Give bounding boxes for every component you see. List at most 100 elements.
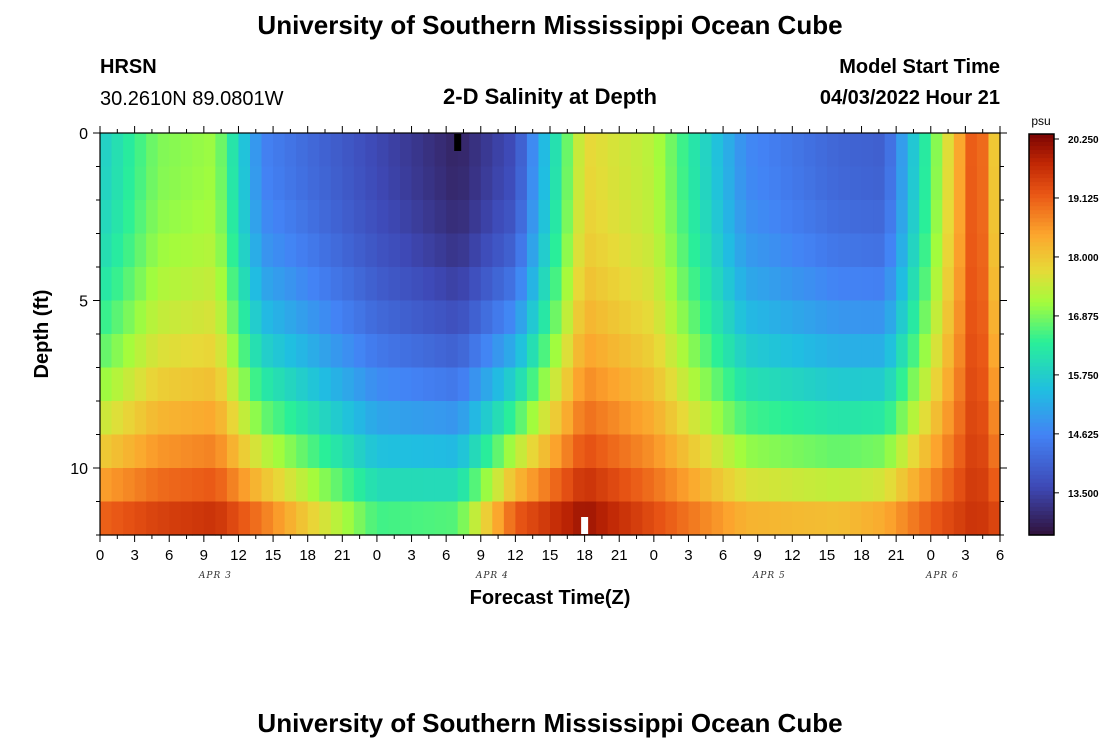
heatmap-cell bbox=[757, 267, 770, 302]
heatmap-cell bbox=[353, 401, 366, 436]
heatmap-cell bbox=[538, 401, 551, 436]
heatmap-cell bbox=[907, 300, 920, 335]
heatmap-cell bbox=[792, 166, 805, 201]
heatmap-cell bbox=[792, 334, 805, 369]
heatmap-cell bbox=[850, 367, 863, 402]
heatmap-cell bbox=[515, 133, 528, 168]
heatmap-cell bbox=[619, 501, 632, 536]
heatmap-cell bbox=[700, 233, 713, 268]
heatmap-cell bbox=[376, 200, 390, 235]
heatmap-cell bbox=[988, 501, 1001, 536]
colorbar-segment bbox=[1029, 194, 1054, 199]
heatmap-cell bbox=[896, 166, 909, 201]
heatmap-cell bbox=[238, 300, 251, 335]
heatmap-cell bbox=[757, 166, 770, 201]
heatmap-cell bbox=[157, 267, 170, 302]
heatmap-cell bbox=[630, 233, 643, 268]
colorbar-segment bbox=[1029, 386, 1054, 392]
heatmap-cell bbox=[976, 501, 990, 536]
heatmap-cell bbox=[711, 233, 724, 268]
heatmap-cell bbox=[203, 133, 216, 168]
heatmap-cell bbox=[203, 233, 216, 268]
heatmap-cell bbox=[711, 200, 724, 235]
heatmap-cell bbox=[515, 434, 528, 469]
heatmap-cell bbox=[296, 501, 309, 536]
heatmap-cell bbox=[688, 501, 701, 536]
heatmap-cell bbox=[803, 434, 816, 469]
colorbar-segment bbox=[1029, 434, 1054, 440]
heatmap-cell bbox=[757, 401, 770, 436]
heatmap-cell bbox=[376, 401, 390, 436]
x-tick-label: 0 bbox=[650, 547, 658, 564]
heatmap-cell bbox=[238, 133, 251, 168]
heatmap-cell bbox=[330, 133, 343, 168]
colorbar-segment bbox=[1029, 378, 1054, 384]
heatmap-cell bbox=[526, 300, 540, 335]
colorbar-segment bbox=[1029, 398, 1054, 404]
heatmap-cell bbox=[930, 401, 943, 436]
heatmap-cell bbox=[446, 401, 459, 436]
heatmap-cell bbox=[226, 300, 240, 335]
heatmap-cell bbox=[492, 468, 505, 503]
heatmap-cell bbox=[711, 334, 724, 369]
heatmap-cell bbox=[884, 300, 897, 335]
heatmap-cell bbox=[400, 468, 413, 503]
heatmap-cell bbox=[907, 401, 920, 436]
heatmap-cell bbox=[919, 166, 932, 201]
heatmap-cell bbox=[526, 166, 540, 201]
heatmap-cell bbox=[250, 267, 263, 302]
heatmap-cell bbox=[353, 367, 366, 402]
heatmap-cell bbox=[215, 434, 228, 469]
x-tick-label: 15 bbox=[819, 547, 836, 564]
heatmap-cell bbox=[584, 401, 597, 436]
heatmap-cell bbox=[180, 300, 193, 335]
heatmap-cell bbox=[988, 468, 1001, 503]
heatmap-cell bbox=[584, 233, 597, 268]
heatmap-cell bbox=[896, 468, 909, 503]
heatmap-cell bbox=[596, 233, 609, 268]
heatmap-cell bbox=[550, 468, 563, 503]
heatmap-cell bbox=[988, 133, 1001, 168]
heatmap-cell bbox=[896, 300, 909, 335]
heatmap-cell bbox=[746, 367, 759, 402]
heatmap-cell bbox=[180, 267, 193, 302]
heatmap-cell bbox=[746, 334, 759, 369]
colorbar-segment bbox=[1029, 242, 1054, 247]
colorbar-segment bbox=[1029, 358, 1054, 364]
heatmap-cell bbox=[561, 367, 574, 402]
heatmap-cell bbox=[965, 166, 978, 201]
heatmap-cell bbox=[930, 233, 943, 268]
heatmap-cell bbox=[261, 401, 274, 436]
heatmap-cell bbox=[769, 233, 782, 268]
heatmap-cell bbox=[607, 300, 620, 335]
heatmap-cell bbox=[803, 300, 816, 335]
heatmap-cell bbox=[180, 334, 193, 369]
heatmap-cell bbox=[492, 434, 505, 469]
colorbar-segment bbox=[1029, 422, 1054, 428]
heatmap-cell bbox=[457, 468, 470, 503]
heatmap-cell bbox=[480, 501, 493, 536]
heatmap-cell bbox=[688, 233, 701, 268]
heatmap-cell bbox=[492, 166, 505, 201]
heatmap-cell bbox=[746, 401, 759, 436]
heatmap-cell bbox=[307, 166, 320, 201]
colorbar-segment bbox=[1029, 182, 1054, 187]
heatmap-cell bbox=[850, 334, 863, 369]
heatmap-cell bbox=[953, 166, 966, 201]
heatmap-cell bbox=[100, 200, 113, 235]
colorbar-segment bbox=[1029, 458, 1054, 464]
x-tick-label: 0 bbox=[927, 547, 935, 564]
colorbar-segment bbox=[1029, 502, 1054, 508]
heatmap-cell bbox=[919, 501, 932, 536]
heatmap-cell bbox=[480, 334, 493, 369]
heatmap-cell bbox=[676, 267, 690, 302]
heatmap-cell bbox=[561, 434, 574, 469]
heatmap-cell bbox=[434, 501, 447, 536]
heatmap-cell bbox=[157, 401, 170, 436]
heatmap-cell bbox=[215, 267, 228, 302]
heatmap-cell bbox=[342, 267, 355, 302]
heatmap-cell bbox=[319, 200, 332, 235]
heatmap-cell bbox=[561, 501, 574, 536]
model-start-value: 04/03/2022 Hour 21 bbox=[819, 87, 1000, 109]
heatmap-cell bbox=[642, 166, 655, 201]
